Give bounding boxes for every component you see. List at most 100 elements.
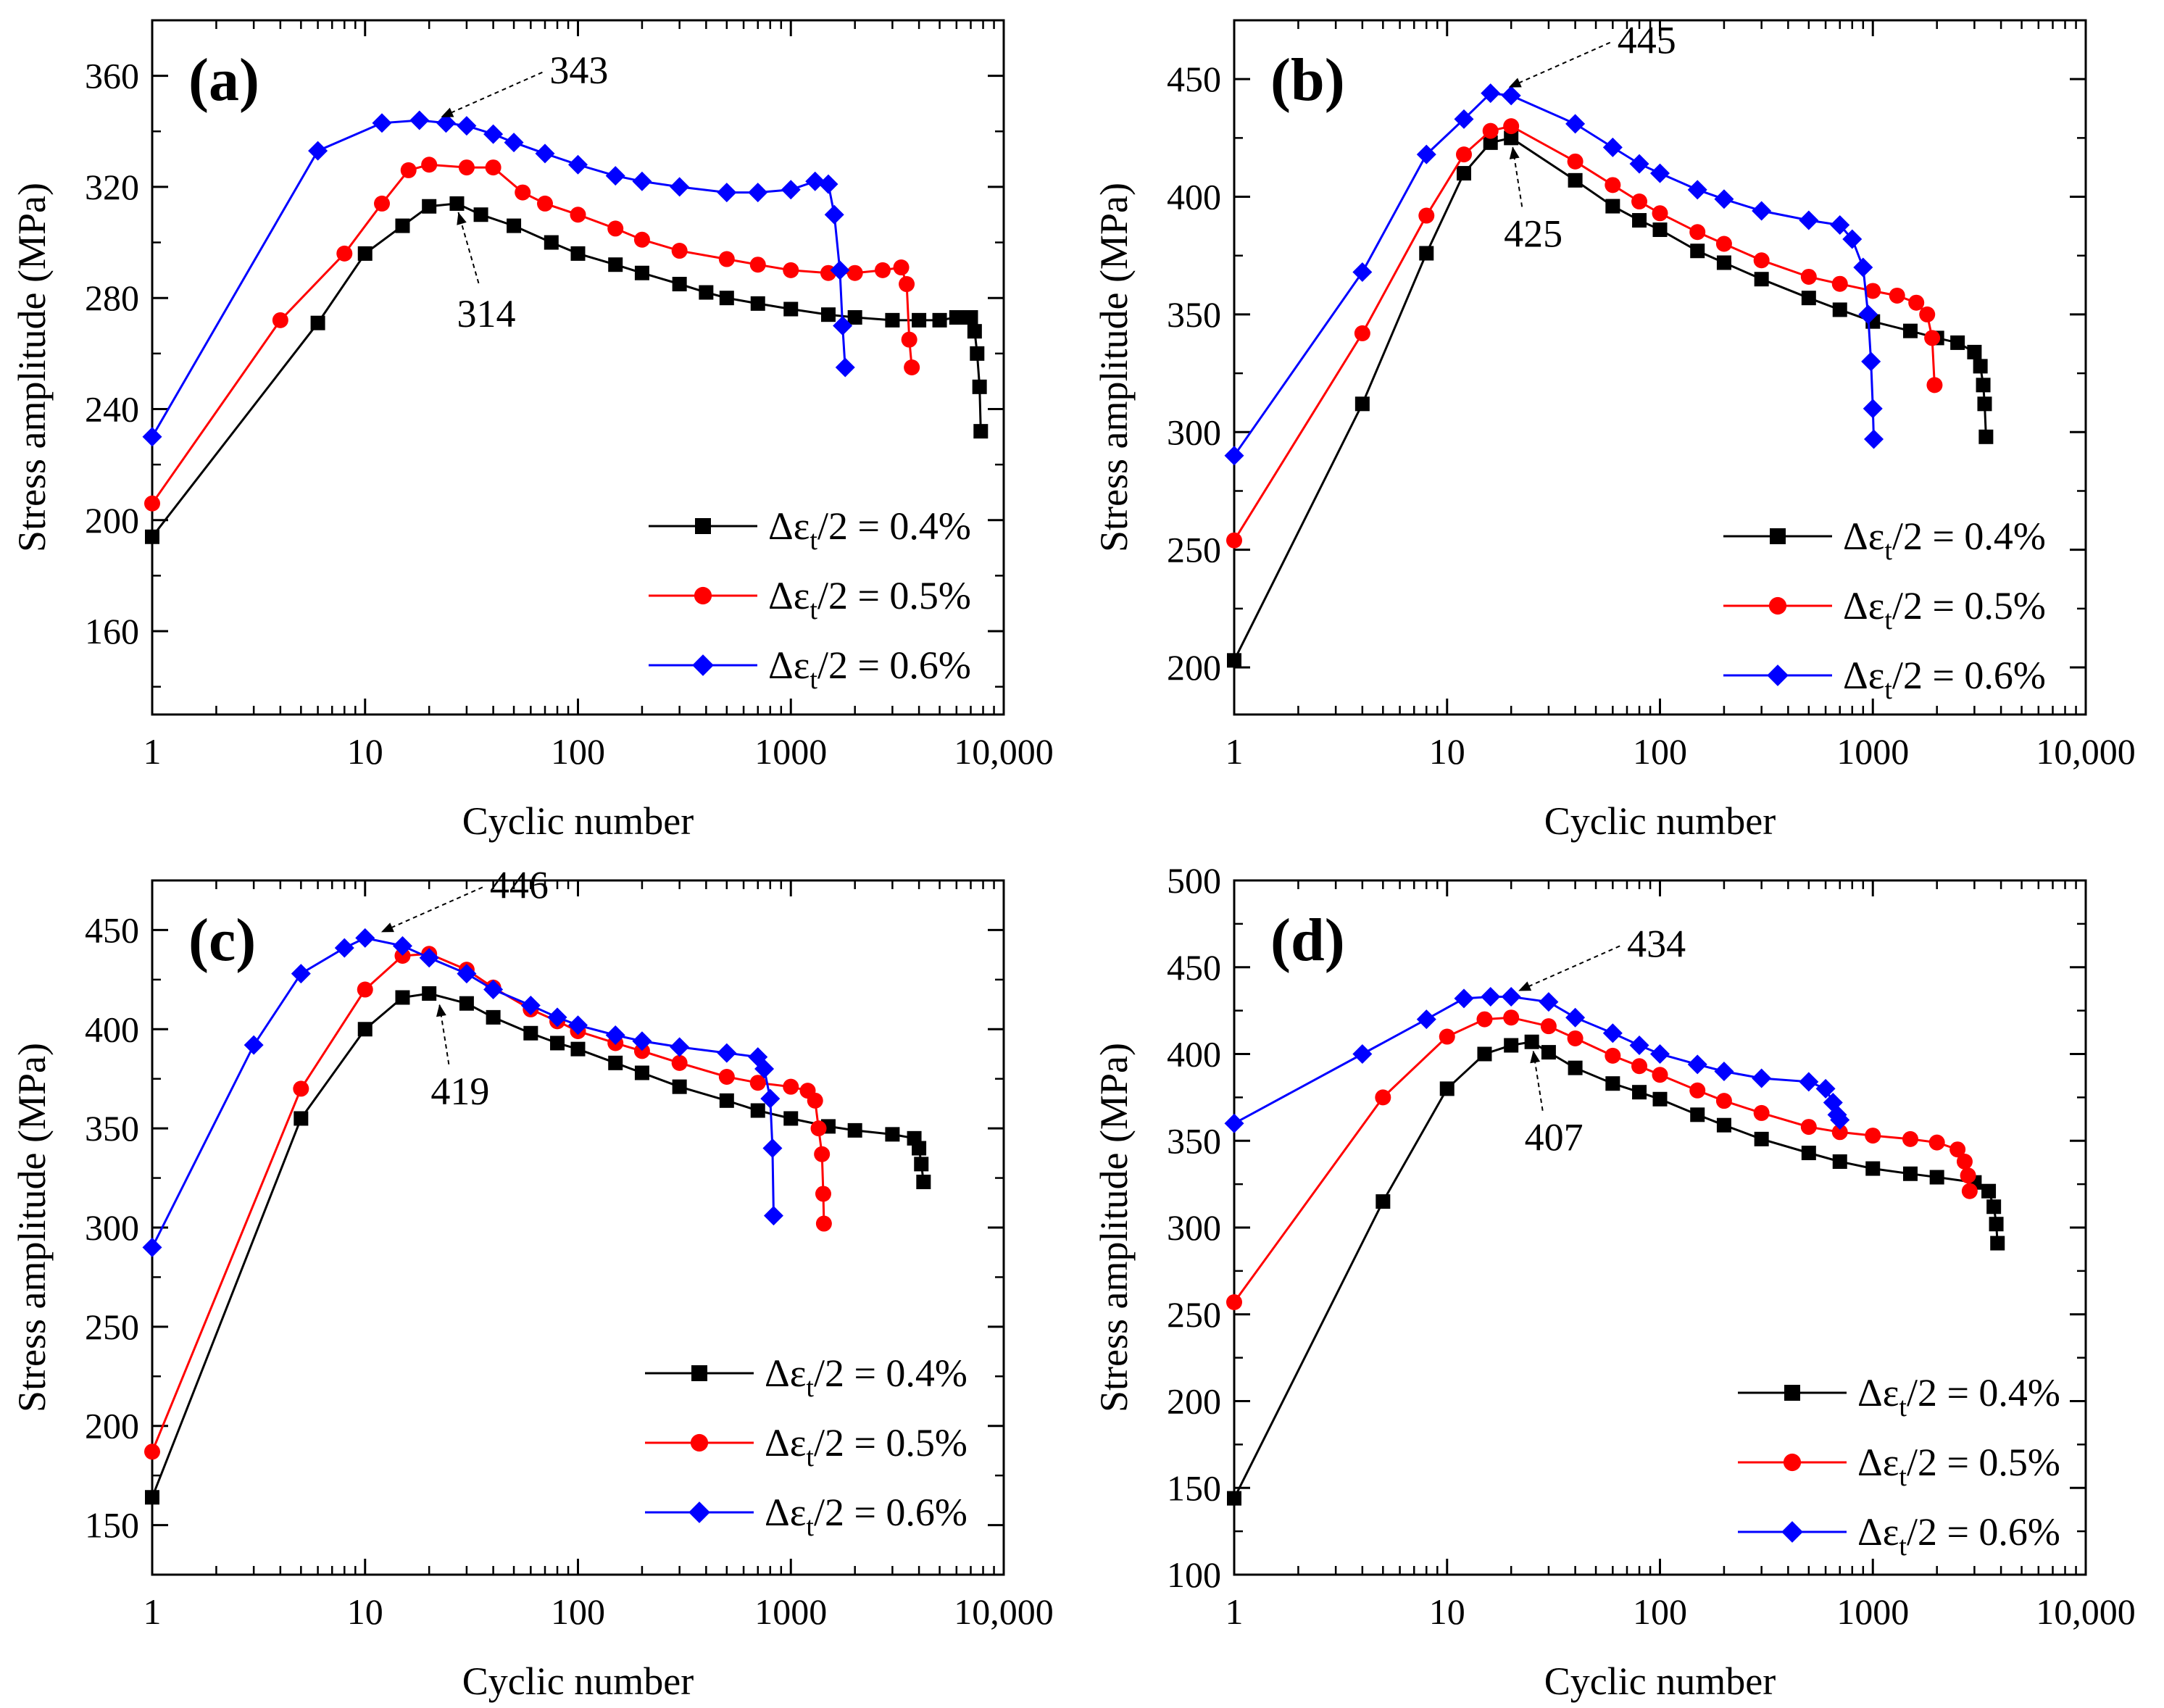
data-point bbox=[970, 346, 985, 361]
x-tick-label: 10,000 bbox=[954, 1591, 1054, 1632]
data-point bbox=[781, 180, 801, 200]
legend-value: /2 = 0.6% bbox=[1892, 654, 2046, 697]
legend-label: Δεt/2 = 0.5% bbox=[1843, 584, 2046, 636]
series-line bbox=[151, 119, 846, 438]
y-tick-label: 200 bbox=[1167, 1381, 1221, 1422]
data-point bbox=[1482, 122, 1499, 139]
data-point bbox=[1687, 180, 1707, 200]
legend-marker bbox=[1783, 1453, 1802, 1472]
data-point bbox=[1976, 378, 1991, 393]
data-point bbox=[1568, 1060, 1583, 1075]
x-axis-title: Cyclic number bbox=[462, 1659, 694, 1703]
data-point bbox=[291, 964, 311, 984]
x-tick-label: 100 bbox=[1633, 1591, 1687, 1632]
data-point bbox=[754, 1059, 775, 1079]
data-point bbox=[422, 199, 437, 214]
legend-marker bbox=[1768, 596, 1787, 615]
data-point bbox=[1226, 1294, 1242, 1310]
legend-entry: Δεt/2 = 0.5% bbox=[645, 1421, 967, 1472]
data-point bbox=[1831, 275, 1848, 292]
data-point bbox=[1902, 1166, 1918, 1181]
y-tick-label: 160 bbox=[85, 611, 139, 651]
legend-entry: Δεt/2 = 0.5% bbox=[649, 574, 971, 625]
data-point bbox=[392, 936, 412, 956]
data-point bbox=[972, 379, 987, 394]
data-point bbox=[1631, 1058, 1648, 1075]
legend-entry: Δεt/2 = 0.6% bbox=[1738, 1510, 2060, 1562]
data-point bbox=[1503, 1009, 1520, 1026]
y-tick-label: 200 bbox=[85, 1406, 139, 1446]
data-point bbox=[547, 1007, 567, 1028]
data-point bbox=[1629, 1036, 1649, 1056]
data-point bbox=[535, 143, 555, 164]
data-point bbox=[810, 1120, 827, 1137]
data-point bbox=[1567, 153, 1584, 170]
data-point bbox=[1799, 1072, 1819, 1092]
data-point bbox=[1477, 1046, 1492, 1062]
data-point bbox=[719, 1093, 734, 1108]
data-point bbox=[1853, 257, 1873, 278]
legend-value: /2 = 0.6% bbox=[1907, 1510, 2060, 1554]
legend-subscript: t bbox=[806, 1442, 814, 1472]
y-tick-label: 150 bbox=[1167, 1467, 1221, 1508]
data-point bbox=[763, 1206, 783, 1226]
data-point bbox=[1752, 1068, 1772, 1088]
data-point bbox=[1715, 236, 1732, 252]
legend-delta-epsilon: Δε bbox=[768, 504, 810, 548]
data-point bbox=[395, 990, 410, 1005]
data-point bbox=[1629, 154, 1649, 174]
legend-entry: Δεt/2 = 0.6% bbox=[649, 643, 971, 695]
data-point bbox=[1753, 252, 1770, 269]
data-point bbox=[473, 207, 488, 222]
data-point bbox=[1631, 193, 1648, 210]
data-point bbox=[1226, 532, 1242, 549]
data-point bbox=[1224, 1113, 1244, 1133]
data-point bbox=[142, 1237, 162, 1257]
data-point bbox=[748, 183, 768, 203]
legend-delta-epsilon: Δε bbox=[765, 1421, 806, 1465]
panel-label: (d) bbox=[1270, 907, 1345, 974]
legend-subscript: t bbox=[1884, 536, 1892, 566]
data-point bbox=[885, 1127, 900, 1142]
data-point bbox=[515, 184, 531, 201]
data-point bbox=[760, 1088, 781, 1109]
legend-label: Δεt/2 = 0.4% bbox=[1843, 515, 2046, 566]
data-point bbox=[310, 315, 325, 330]
data-point bbox=[893, 259, 910, 276]
data-point bbox=[818, 174, 838, 194]
data-point bbox=[1928, 1134, 1945, 1151]
data-point bbox=[904, 359, 920, 375]
data-point bbox=[457, 116, 477, 136]
y-tick-label: 150 bbox=[85, 1505, 139, 1546]
data-point bbox=[294, 1111, 309, 1126]
panel-label: (c) bbox=[188, 907, 256, 974]
data-point bbox=[1902, 1130, 1918, 1147]
data-point bbox=[914, 1157, 929, 1172]
data-point bbox=[336, 245, 353, 262]
series-2 bbox=[1226, 1009, 1978, 1310]
data-point bbox=[372, 113, 392, 133]
x-tick-label: 100 bbox=[1633, 731, 1687, 772]
annotation-arrow bbox=[1508, 41, 1611, 88]
data-point bbox=[670, 1037, 690, 1057]
legend-label: Δεt/2 = 0.4% bbox=[768, 504, 971, 556]
x-tick-label: 10,000 bbox=[2036, 1591, 2136, 1632]
data-point bbox=[1842, 229, 1863, 249]
data-point bbox=[1949, 1141, 1966, 1158]
data-point bbox=[1605, 177, 1621, 193]
data-point bbox=[355, 928, 375, 948]
y-tick-label: 240 bbox=[85, 388, 139, 429]
legend-marker bbox=[688, 1501, 710, 1523]
data-point bbox=[805, 171, 825, 191]
data-point bbox=[846, 264, 863, 281]
y-tick-label: 450 bbox=[1167, 947, 1221, 988]
legend-value: /2 = 0.4% bbox=[1907, 1371, 2060, 1415]
data-point bbox=[1865, 1128, 1881, 1144]
data-point bbox=[1753, 1104, 1770, 1121]
data-point bbox=[605, 166, 625, 186]
legend-entry: Δεt/2 = 0.4% bbox=[1738, 1371, 2060, 1422]
data-point bbox=[1454, 109, 1474, 129]
y-tick-label: 300 bbox=[85, 1207, 139, 1248]
data-point bbox=[1416, 1009, 1436, 1030]
x-tick-label: 1000 bbox=[1836, 731, 1909, 772]
